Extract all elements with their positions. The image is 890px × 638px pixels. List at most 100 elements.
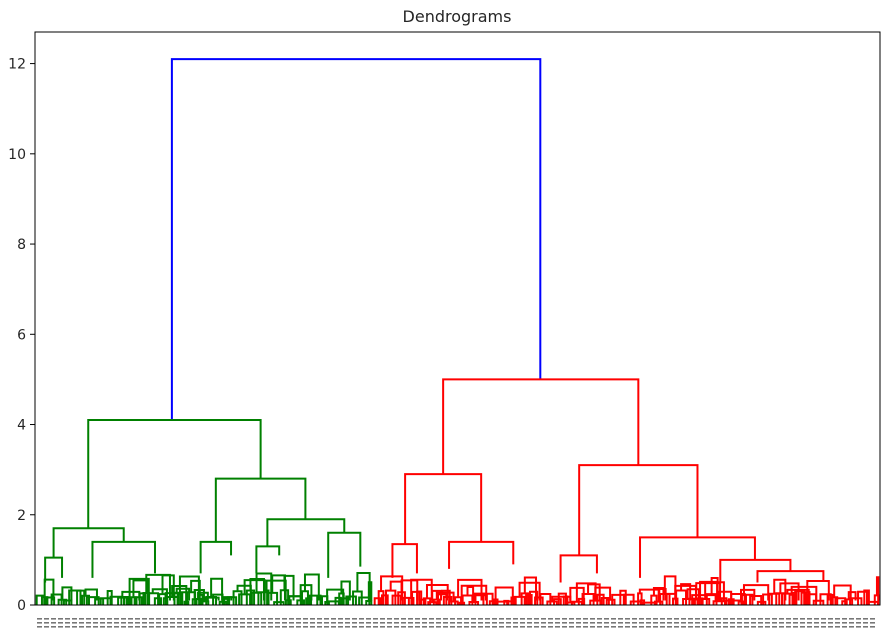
leaf-label-mark — [100, 626, 105, 628]
dendrogram-link — [44, 556, 64, 583]
leaf-label-mark — [779, 626, 784, 628]
dendrogram-link — [762, 593, 773, 605]
leaf-label-mark — [765, 622, 770, 624]
leaf-label-mark — [58, 618, 63, 620]
y-tick-label: 10 — [8, 147, 26, 163]
leaf-label-mark — [51, 626, 56, 628]
dendrogram-link — [161, 574, 175, 601]
leaf-label-mark — [191, 626, 196, 628]
leaf-label-mark — [373, 622, 378, 624]
leaf-label-mark — [765, 626, 770, 628]
leaf-label-mark — [205, 618, 210, 620]
dendrogram-link — [151, 588, 168, 601]
leaf-label-mark — [65, 622, 70, 624]
leaf-label-mark — [184, 618, 189, 620]
leaf-label-mark — [79, 626, 84, 628]
leaf-label-mark — [268, 618, 273, 620]
leaf-label-mark — [422, 618, 427, 620]
leaf-label-mark — [296, 622, 301, 624]
dendrogram-link — [142, 592, 151, 605]
leaf-label-mark — [604, 622, 609, 624]
dendrogram-link — [411, 590, 421, 605]
dendrogram-link — [210, 577, 224, 601]
leaf-label-mark — [93, 626, 98, 628]
leaf-label-mark — [373, 626, 378, 628]
leaf-label-mark — [709, 622, 714, 624]
leaf-label-mark — [177, 626, 182, 628]
leaf-label-mark — [534, 626, 539, 628]
dendrogram-link — [145, 573, 171, 601]
leaf-label-mark — [625, 618, 630, 620]
leaf-label-mark — [303, 622, 308, 624]
leaf-label-mark — [247, 618, 252, 620]
leaf-label-mark — [310, 622, 315, 624]
leaf-label-mark — [373, 618, 378, 620]
leaf-label-mark — [562, 622, 567, 624]
leaf-label-mark — [212, 618, 217, 620]
leaf-label-mark — [163, 618, 168, 620]
leaf-label-mark — [450, 618, 455, 620]
dendrogram-link — [391, 543, 418, 578]
leaf-label-mark — [576, 622, 581, 624]
leaf-label-mark — [828, 618, 833, 620]
leaf-label-mark — [555, 622, 560, 624]
dendrogram-link — [680, 583, 692, 601]
leaf-label-mark — [205, 626, 210, 628]
leaf-label-mark — [471, 622, 476, 624]
dendrogram-link — [448, 540, 515, 569]
dendrogram-link — [133, 596, 143, 605]
leaf-label-mark — [492, 618, 497, 620]
dendrogram-link — [800, 591, 808, 605]
leaf-label-mark — [660, 622, 665, 624]
leaf-label-mark — [275, 622, 280, 624]
leaf-label-mark — [793, 618, 798, 620]
leaf-label-mark — [65, 626, 70, 628]
leaf-label-mark — [667, 622, 672, 624]
leaf-label-mark — [702, 618, 707, 620]
dendrogram-link — [85, 596, 100, 605]
leaf-label-mark — [716, 626, 721, 628]
dendrogram-link — [518, 581, 541, 601]
leaf-label-mark — [436, 622, 441, 624]
leaf-label-mark — [142, 618, 147, 620]
leaf-label-mark — [611, 626, 616, 628]
leaf-label-mark — [618, 622, 623, 624]
leaf-label-mark — [506, 626, 511, 628]
leaf-label-mark — [338, 626, 343, 628]
dendrogram-link — [117, 596, 128, 605]
leaf-label-mark — [359, 618, 364, 620]
leaf-label-mark — [296, 618, 301, 620]
leaf-label-mark — [758, 618, 763, 620]
leaf-label-mark — [870, 626, 875, 628]
leaf-label-mark — [814, 618, 819, 620]
leaf-label-mark — [807, 618, 812, 620]
leaf-label-mark — [163, 622, 168, 624]
leaf-label-mark — [576, 626, 581, 628]
dendrogram-link — [474, 594, 488, 605]
leaf-label-mark — [688, 622, 693, 624]
dendrogram-link — [441, 589, 451, 601]
leaf-label-mark — [359, 626, 364, 628]
leaf-label-mark — [646, 618, 651, 620]
dendrogram-link — [435, 591, 455, 601]
leaf-label-mark — [576, 618, 581, 620]
leaf-label-mark — [415, 618, 420, 620]
dendrogram-link — [587, 583, 601, 601]
leaf-label-mark — [345, 622, 350, 624]
dendrogram-link — [826, 593, 834, 605]
dendrogram-link — [340, 580, 351, 601]
leaf-label-mark — [352, 622, 357, 624]
dendrogram-link — [534, 596, 544, 605]
leaf-label-mark — [863, 626, 868, 628]
leaf-label-mark — [646, 626, 651, 628]
leaf-label-mark — [191, 622, 196, 624]
leaf-label-mark — [247, 626, 252, 628]
leaf-label-mark — [709, 626, 714, 628]
dendrogram-link — [863, 589, 870, 605]
leaf-label-mark — [44, 622, 49, 624]
leaf-label-mark — [527, 622, 532, 624]
dendrogram-link — [61, 586, 73, 601]
leaf-label-mark — [254, 618, 259, 620]
leaf-label-mark — [121, 626, 126, 628]
dendrogram-link — [303, 573, 320, 601]
